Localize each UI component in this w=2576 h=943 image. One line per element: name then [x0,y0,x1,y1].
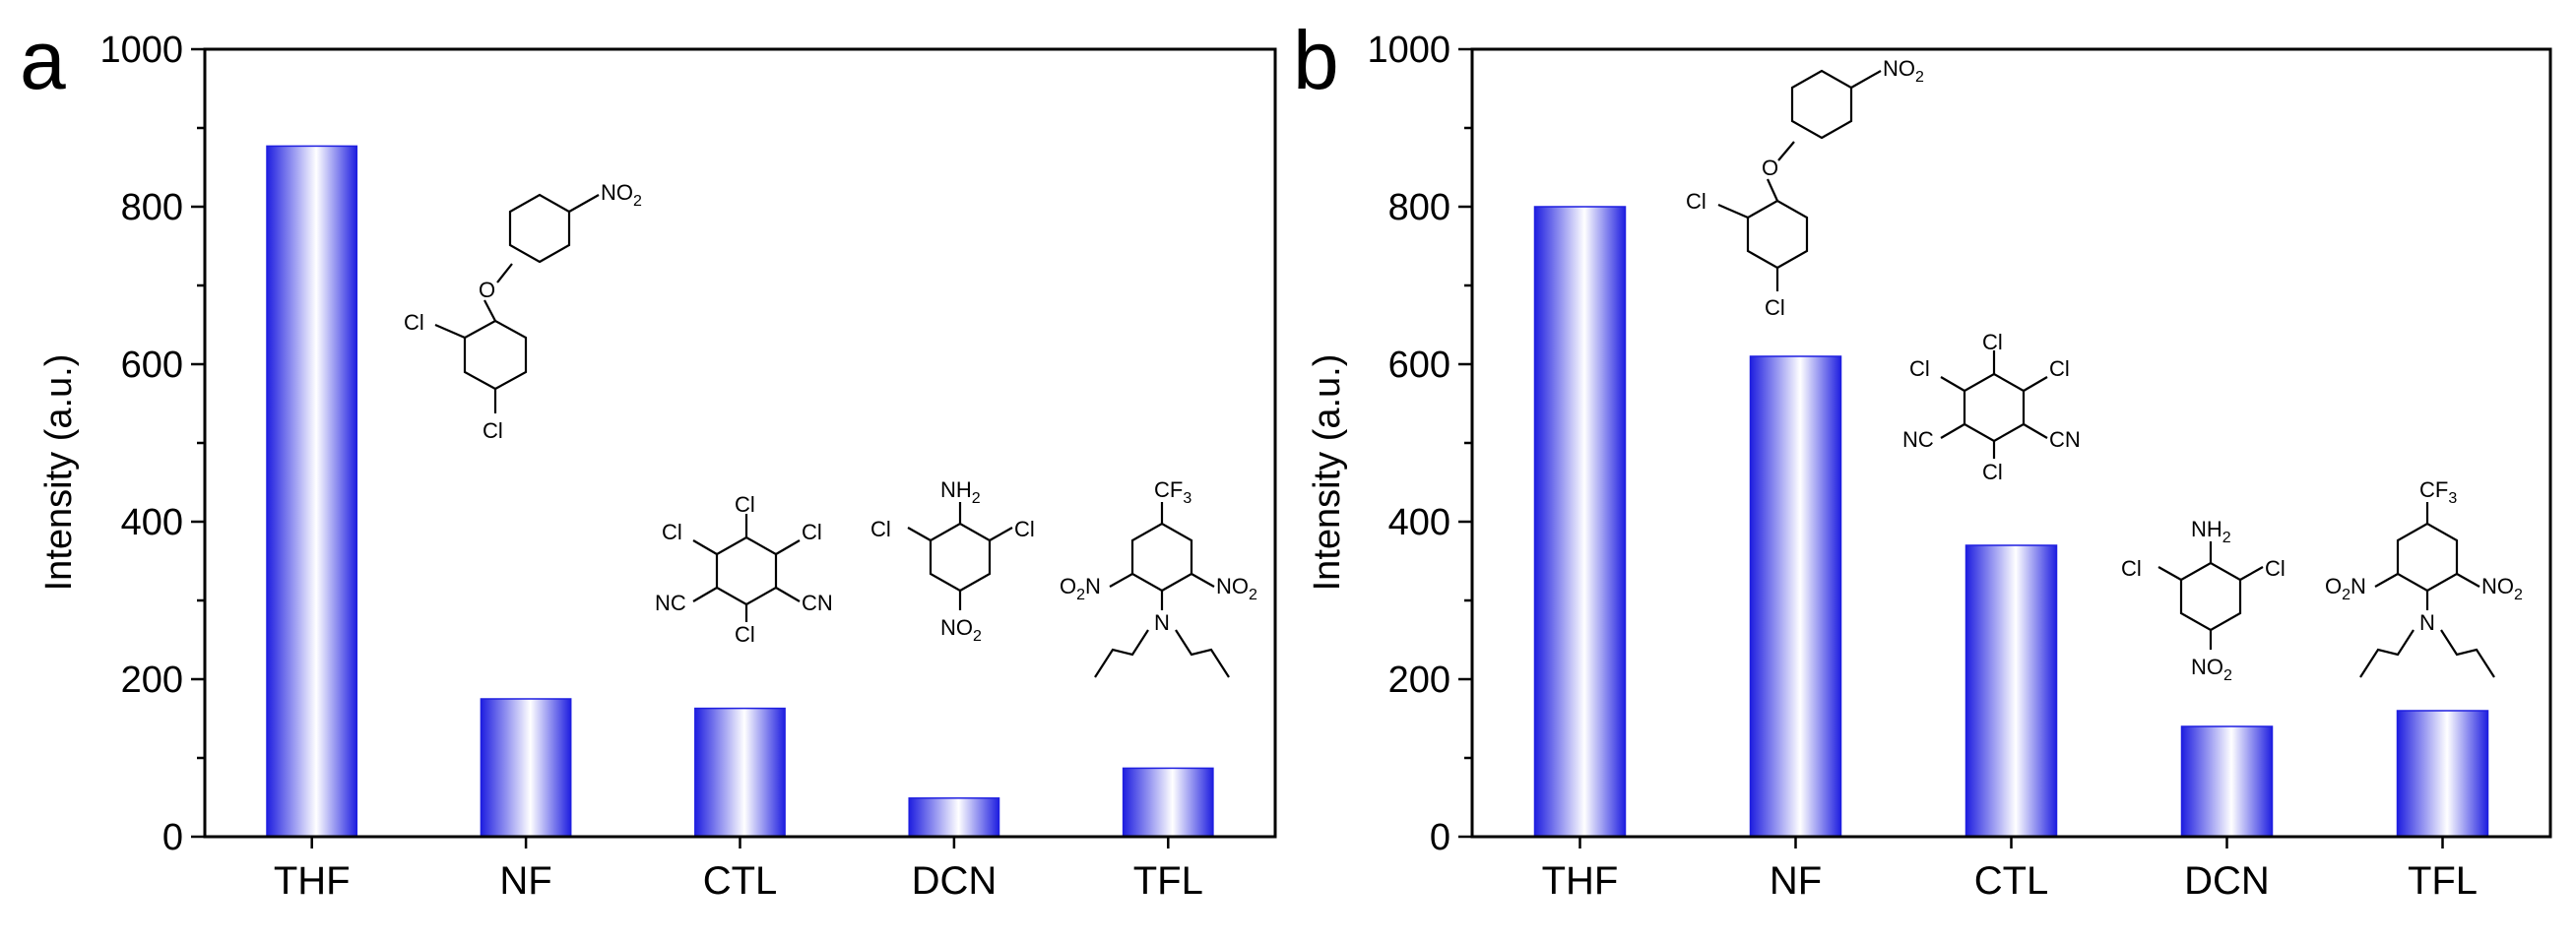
panel-a-dcn-structure: NH2 Cl Cl NO2 [870,477,1035,645]
panel-a-nf-structure: O NO2 Cl Cl [404,180,642,443]
panel-b: b Intensity (a.u.) THF NF CTL DCN TFL 0 200 400… [1293,14,2552,903]
panel-a-tfl-n: N [1154,610,1170,635]
panel-b-plot-area: THF NF CTL DCN TFL 0 200 400 600 800 1000 [1367,30,2552,903]
panel-a-ytick-label: 800 [121,187,183,228]
panel-b-xtick-label-ctl: CTL [1974,859,2049,903]
panel-a-nf-no2: NO2 [601,180,642,210]
panel-a-ctl-cl3: Cl [802,520,822,544]
panel-b-tfl-o2n: O2N [2325,574,2366,603]
panel-a-ctl-nc: NC [655,591,686,615]
panel-b-letter: b [1293,14,1339,106]
panel-a-ytick-label: 600 [121,345,183,386]
panel-b-bar-dcn [2180,725,2274,838]
panel-b-nf-o: O [1762,156,1778,180]
panel-b-nf-cl-a: Cl [1686,189,1707,214]
panel-b-dcn-structure: NH2 Cl Cl NO2 [2121,517,2286,684]
panel-a-bar-ctl [694,707,786,838]
panel-b-dcn-no2: NO2 [2191,655,2232,684]
panel-a-ctl-cl4: Cl [735,622,755,647]
panel-a-dcn-cl2: Cl [1014,517,1035,541]
panel-a-ytick-label: 400 [121,502,183,543]
panel-b-bar-thf [1533,206,1627,838]
panel-b-bar-tfl [2396,710,2489,838]
panel-b-xtick-label-dcn: DCN [2184,859,2270,903]
panel-a-ctl-cl2: Cl [662,520,682,544]
panel-a-bar-tfl [1122,767,1214,838]
panel-b-dcn-nh2: NH2 [2191,517,2231,546]
panel-b-xtick-label-tfl: TFL [2408,859,2478,903]
panel-b-xtick-label-nf: NF [1770,859,1822,903]
panel-a-nf-o: O [479,278,495,302]
panel-a-tfl-cf3: CF3 [1154,477,1191,507]
panel-b-ctl-nc: NC [1902,427,1934,452]
panel-b-ytick-label: 200 [1388,660,1450,701]
panel-b-bar-ctl [1964,544,2058,838]
panel-b-ytick-label: 1000 [1367,30,1450,71]
panel-b-ylabel: Intensity (a.u.) [1307,354,1348,592]
panel-a-tfl-no2: NO2 [1216,574,1257,603]
panel-b-ytick-label: 800 [1388,187,1450,228]
panel-a-dcn-nh2: NH2 [940,477,981,507]
panel-b-dcn-cl1: Cl [2121,556,2142,581]
panel-b-ctl-cn: CN [2049,427,2081,452]
panel-a-dcn-cl1: Cl [870,517,891,541]
panel-b-ctl-cl4: Cl [1982,460,2003,484]
panel-b-ytick-label: 600 [1388,345,1450,386]
panel-b-tfl-structure: CF3 O2N NO2 N [2325,477,2523,678]
panel-b-ctl-structure: Cl Cl Cl Cl NC CN [1902,330,2081,484]
panel-b-nf-no2: NO2 [1883,56,1924,86]
panel-a-ctl-cn: CN [802,591,833,615]
panel-a-ylabel: Intensity (a.u.) [38,354,80,592]
panel-a-letter: a [20,14,66,106]
panel-b-ctl-cl1: Cl [1982,330,2003,354]
panel-a-bar-thf [266,145,358,838]
panel-a-nf-cl-b: Cl [483,418,503,443]
panel-a-xtick-label-tfl: TFL [1133,859,1203,903]
panel-a-nf-cl-a: Cl [404,310,424,335]
panel-a-xtick-label-ctl: CTL [703,859,778,903]
panel-a-bar-nf [480,698,572,838]
panel-b-dcn-cl2: Cl [2265,556,2286,581]
panel-a-tfl-structure: CF3 O2N NO2 N [1060,477,1257,678]
panel-a-xtick-label-nf: NF [499,859,551,903]
panel-b-tfl-cf3: CF3 [2419,477,2457,507]
panel-b-tfl-n: N [2419,610,2435,635]
panel-b-ctl-cl2: Cl [1909,356,1930,381]
panel-a-tfl-o2n: O2N [1060,574,1101,603]
panel-a-bar-dcn [908,797,1000,838]
panel-b-ytick-label: 0 [1430,817,1450,858]
panel-a: a Intensity (a.u.) THF NF CTL DCN TFL 0 200 400… [20,14,1277,903]
panel-a-ytick-label: 1000 [99,30,183,71]
panel-b-xtick-label-thf: THF [1542,859,1619,903]
panel-a-plot-area: THF NF CTL DCN TFL 0 200 400 600 800 1000 [99,30,1277,903]
panel-a-dcn-no2: NO2 [940,615,982,645]
panel-b-ytick-label: 400 [1388,502,1450,543]
panel-a-ctl-structure: Cl Cl Cl Cl NC CN [655,492,833,647]
panel-b-tfl-no2: NO2 [2481,574,2523,603]
panel-a-xtick-label-thf: THF [274,859,351,903]
panel-a-ctl-cl1: Cl [735,492,755,517]
panel-b-bar-nf [1749,355,1842,838]
panel-a-ytick-label: 0 [162,817,183,858]
panel-b-nf-cl-b: Cl [1765,295,1785,320]
panel-b-ctl-cl3: Cl [2049,356,2070,381]
panel-a-ytick-label: 200 [121,660,183,701]
panel-a-xtick-label-dcn: DCN [912,859,998,903]
panel-b-nf-structure: O NO2 Cl Cl [1686,56,1924,320]
